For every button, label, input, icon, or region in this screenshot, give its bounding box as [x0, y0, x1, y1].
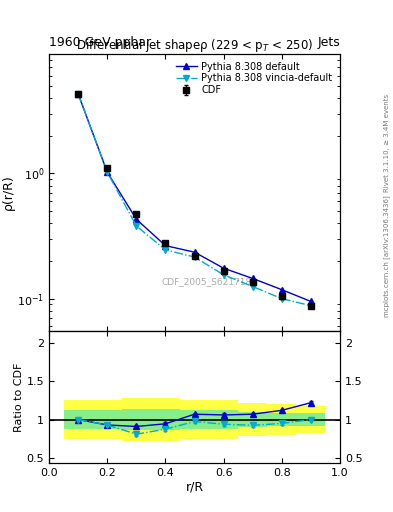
- Pythia 8.308 default: [192, 249, 197, 255]
- Pythia 8.308 vincia-default: [134, 223, 139, 229]
- Y-axis label: ρ(r/R): ρ(r/R): [2, 175, 15, 210]
- Pythia 8.308 vincia-default: [221, 272, 226, 278]
- Text: 1960 GeV ppbar: 1960 GeV ppbar: [49, 36, 151, 49]
- Pythia 8.308 default: [76, 91, 81, 97]
- Pythia 8.308 vincia-default: [163, 247, 168, 253]
- Pythia 8.308 default: [250, 275, 255, 282]
- Pythia 8.308 default: [134, 216, 139, 222]
- Line: Pythia 8.308 vincia-default: Pythia 8.308 vincia-default: [75, 91, 314, 309]
- Text: mcplots.cern.ch [arXiv:1306.3436]: mcplots.cern.ch [arXiv:1306.3436]: [384, 195, 390, 317]
- X-axis label: r/R: r/R: [185, 481, 204, 494]
- Pythia 8.308 default: [309, 298, 313, 305]
- Pythia 8.308 default: [105, 169, 110, 175]
- Pythia 8.308 vincia-default: [250, 284, 255, 290]
- Pythia 8.308 vincia-default: [76, 91, 81, 97]
- Text: Jets: Jets: [317, 36, 340, 49]
- Legend: Pythia 8.308 default, Pythia 8.308 vincia-default, CDF: Pythia 8.308 default, Pythia 8.308 vinci…: [173, 58, 335, 98]
- Pythia 8.308 default: [163, 243, 168, 249]
- Line: Pythia 8.308 default: Pythia 8.308 default: [75, 91, 314, 305]
- Text: Rivet 3.1.10, ≥ 3.4M events: Rivet 3.1.10, ≥ 3.4M events: [384, 94, 390, 193]
- Title: Differential jet shapeρ (229 < p$_{T}$ < 250): Differential jet shapeρ (229 < p$_{T}$ <…: [76, 37, 313, 54]
- Y-axis label: Ratio to CDF: Ratio to CDF: [14, 362, 24, 432]
- Pythia 8.308 vincia-default: [279, 295, 284, 302]
- Pythia 8.308 default: [279, 287, 284, 293]
- Text: CDF_2005_S6217184: CDF_2005_S6217184: [161, 277, 257, 286]
- Pythia 8.308 vincia-default: [105, 169, 110, 175]
- Pythia 8.308 vincia-default: [192, 254, 197, 260]
- Pythia 8.308 default: [221, 265, 226, 271]
- Pythia 8.308 vincia-default: [309, 303, 313, 309]
